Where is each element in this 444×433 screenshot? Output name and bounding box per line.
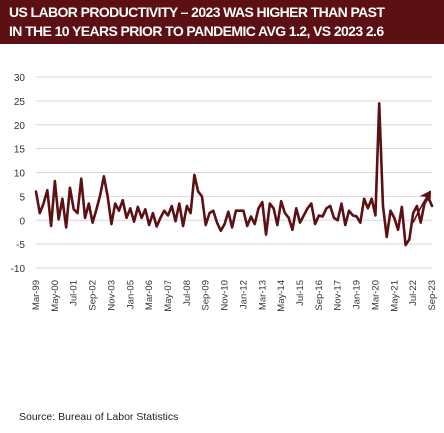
x-tick-label: Jul-22	[408, 280, 419, 306]
x-tick-label: Sep-23	[427, 280, 438, 311]
x-tick-label: Nov-17	[333, 280, 344, 311]
x-tick-label: Mar-13	[257, 280, 268, 310]
x-tick-label: Jan-19	[352, 280, 363, 309]
y-tick-label: 5	[19, 192, 25, 203]
x-tick-label: Jul-08	[182, 280, 193, 306]
y-tick-label: -5	[16, 240, 25, 251]
y-tick-label: 20	[14, 121, 26, 132]
x-tick-label: Jan-05	[125, 280, 136, 309]
y-tick-label: 0	[19, 216, 25, 227]
x-tick-label: May-07	[163, 280, 174, 312]
x-tick-label: May-00	[50, 280, 61, 312]
series-line	[34, 101, 434, 247]
x-tick-label: Sep-09	[201, 280, 212, 311]
chart-title-line-2: IN THE 10 YEARS PRIOR TO PANDEMIC AVG 1.…	[9, 23, 384, 39]
annotation-layer	[412, 190, 432, 223]
x-tick-label: Jan-12	[238, 280, 249, 309]
x-tick-label: May-14	[276, 280, 287, 312]
trend-arrow-annotation	[412, 190, 432, 223]
y-tick-label: 10	[14, 169, 26, 180]
y-tick-label: -10	[11, 264, 26, 275]
source-note: Source: Bureau of Labor Statistics	[19, 411, 179, 423]
x-tick-label: May-21	[389, 280, 400, 312]
x-tick-label: Mar-06	[144, 280, 155, 310]
x-tick-label: Jul-01	[69, 280, 80, 306]
series-layer	[34, 101, 434, 247]
x-tick-label: Mar-20	[370, 280, 381, 310]
y-tick-label: 15	[14, 145, 26, 156]
title-banner: US LABOR PRODUCTIVITY – 2023 WAS HIGHER …	[0, 0, 444, 44]
chart-title-line-1: US LABOR PRODUCTIVITY – 2023 WAS HIGHER …	[9, 4, 385, 20]
y-axis: -10 -5 0 5 10 15 20 25 30	[11, 73, 26, 275]
x-tick-label: Sep-02	[88, 280, 99, 311]
x-tick-label: Jul-15	[295, 280, 306, 306]
x-axis: Mar-99 May-00 Jul-01 Sep-02 Nov-03 Jan-05 Mar-…	[31, 280, 438, 312]
grid-layer	[36, 76, 432, 269]
x-tick-label: Mar-99	[31, 280, 42, 310]
x-tick-label: Nov-03	[106, 280, 117, 311]
x-tick-label: Sep-16	[314, 280, 325, 311]
productivity-line-chart: -10 -5 0 5 10 15 20 25 30 Mar-99 May-00 Jul-01 Sep-…	[11, 73, 438, 312]
y-tick-label: 30	[14, 73, 26, 84]
x-tick-label: Nov-10	[220, 280, 231, 311]
y-tick-label: 25	[14, 97, 26, 108]
